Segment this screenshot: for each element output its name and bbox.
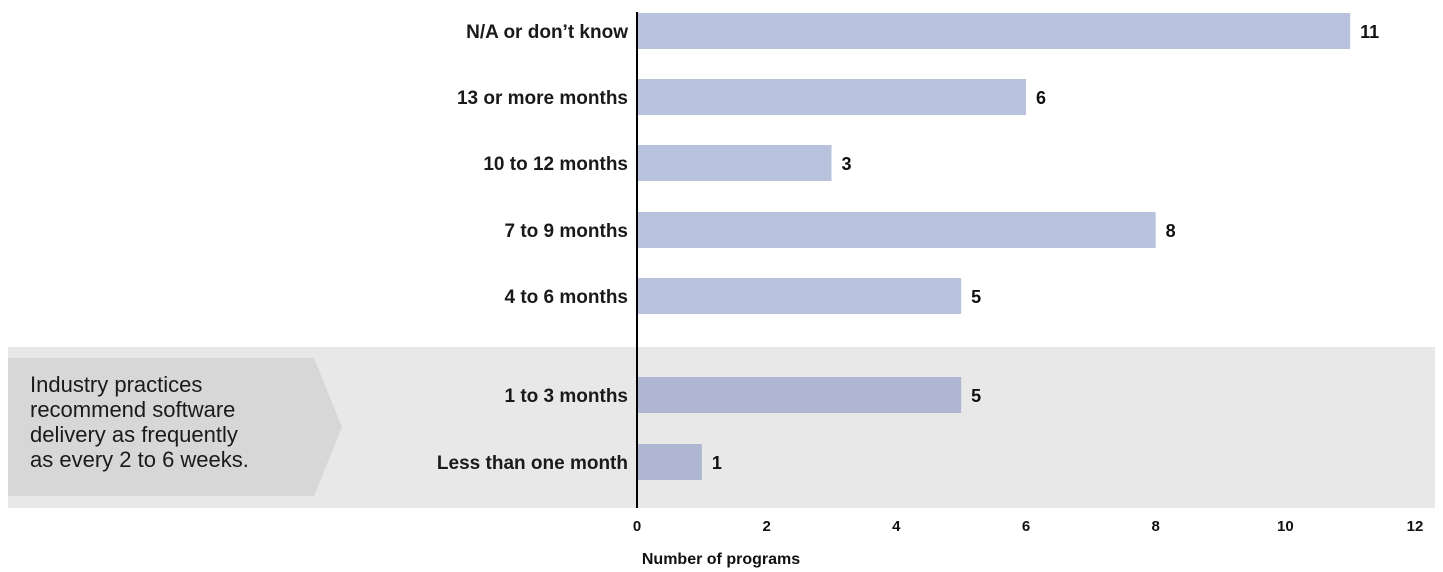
bar (637, 13, 1351, 49)
x-tick-label: 8 (1151, 518, 1159, 535)
bar (637, 444, 702, 480)
x-tick-label: 6 (1022, 518, 1030, 535)
category-label: 13 or more months (457, 88, 628, 109)
callout-text-line: delivery as frequently (30, 422, 238, 447)
category-label: N/A or don’t know (466, 22, 628, 43)
x-tick-label: 0 (633, 518, 641, 535)
category-label: Less than one month (437, 453, 628, 474)
category-label: 1 to 3 months (504, 386, 628, 407)
x-tick-label: 10 (1277, 518, 1294, 535)
x-axis-title: Number of programs (642, 551, 800, 568)
value-label: 6 (1036, 88, 1046, 108)
category-label: 7 to 9 months (504, 221, 628, 242)
x-tick-label: 12 (1407, 518, 1424, 535)
callout-text-line: as every 2 to 6 weeks. (30, 447, 249, 472)
value-label: 3 (842, 154, 852, 174)
bar (637, 377, 962, 413)
callout-arrow (8, 358, 342, 496)
value-label: 5 (971, 386, 981, 406)
bar (637, 212, 1156, 248)
callout-text-line: recommend software (30, 397, 235, 422)
category-label: 4 to 6 months (504, 287, 628, 308)
x-tick-label: 4 (892, 518, 901, 535)
value-label: 5 (971, 287, 981, 307)
bar (637, 278, 962, 314)
value-label: 8 (1166, 221, 1176, 241)
value-label: 1 (712, 453, 722, 473)
category-label: 10 to 12 months (483, 154, 628, 175)
callout-text-line: Industry practices (30, 372, 202, 397)
bar (637, 145, 832, 181)
bar (637, 79, 1026, 115)
value-label: 11 (1360, 22, 1379, 42)
x-tick-label: 2 (762, 518, 770, 535)
